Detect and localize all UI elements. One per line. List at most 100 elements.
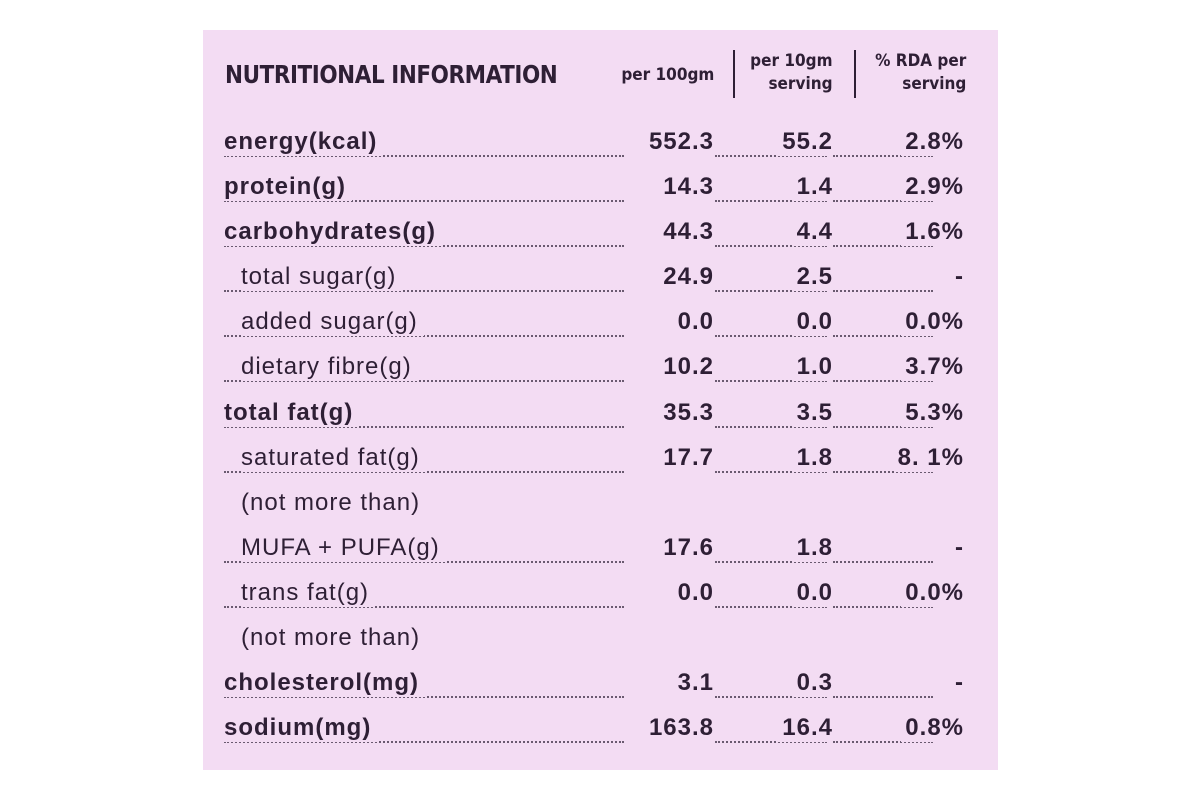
- column-header-rda-line1: % RDA per: [874, 51, 966, 71]
- column-header-rda-line2: serving: [901, 74, 966, 94]
- row-label: total sugar(g): [241, 263, 403, 292]
- value-per-serving: 0.0: [792, 308, 833, 337]
- table-row-note: (not more than): [203, 618, 998, 663]
- column-header-per-serving-line1: per 10gm: [750, 51, 833, 71]
- dot-leader: [715, 721, 827, 744]
- row-label: sodium(mg): [224, 714, 378, 743]
- dot-leader: [224, 360, 624, 383]
- value-per-100gm: 0.0: [673, 578, 714, 607]
- value-rda: -: [951, 533, 964, 562]
- table-row: added sugar(g) 0.0 0.0 0.0%: [203, 302, 998, 347]
- dot-leader: [224, 180, 624, 203]
- row-label: dietary fibre(g): [241, 353, 418, 382]
- row-label: trans fat(g): [241, 578, 376, 607]
- value-rda: -: [951, 669, 964, 698]
- column-header-per-100gm: per 100gm: [621, 64, 714, 87]
- dot-leader: [715, 180, 827, 203]
- row-label: protein(g): [224, 173, 352, 202]
- value-rda: 0.0%: [901, 308, 964, 337]
- column-header-per-serving-line2: serving: [768, 74, 833, 94]
- table-row: saturated fat(g) 17.7 1.8 8. 1%: [203, 438, 998, 483]
- row-note: (not more than): [241, 488, 427, 517]
- value-rda: 3.7%: [901, 353, 964, 382]
- value-per-100gm: 14.3: [659, 173, 714, 202]
- value-per-serving: 16.4: [778, 714, 833, 743]
- column-divider: [854, 50, 856, 98]
- table-row-note: (not more than): [203, 483, 998, 528]
- dot-leader: [715, 360, 827, 383]
- value-rda: 2.8%: [901, 128, 964, 156]
- dot-leader: [224, 721, 624, 744]
- table-row: total fat(g) 35.3 3.5 5.3%: [203, 393, 998, 438]
- column-header-per-serving: per 10gm serving: [751, 50, 833, 96]
- value-per-100gm: 17.7: [659, 443, 714, 472]
- dot-leader: [715, 541, 827, 563]
- dot-leader: [224, 676, 624, 699]
- column-header-per-100gm-text: per 100gm: [620, 65, 714, 85]
- dot-leader: [715, 270, 827, 293]
- dot-leader: [833, 180, 933, 203]
- value-rda: -: [951, 263, 964, 292]
- row-label: cholesterol(mg): [224, 669, 426, 698]
- value-per-serving: 0.3: [792, 669, 833, 698]
- value-per-100gm: 0.0: [673, 308, 714, 337]
- dot-leader: [833, 406, 933, 428]
- dot-leader: [224, 586, 624, 608]
- dot-leader: [833, 541, 933, 563]
- dot-leader: [833, 270, 933, 293]
- dot-leader: [715, 676, 827, 699]
- value-per-100gm: 35.3: [659, 398, 714, 427]
- table-row: carbohydrates(g) 44.3 4.4 1.6%: [203, 212, 998, 257]
- row-label: carbohydrates(g): [224, 218, 443, 247]
- table-row: dietary fibre(g) 10.2 1.0 3.7%: [203, 347, 998, 392]
- dot-leader: [833, 721, 933, 744]
- dot-leader: [715, 451, 827, 473]
- row-label: total fat(g): [224, 398, 360, 427]
- dot-leader: [715, 315, 827, 338]
- dot-leader: [715, 586, 827, 608]
- dot-leader: [833, 451, 933, 473]
- column-divider: [733, 50, 735, 98]
- dot-leader: [224, 270, 624, 293]
- table-row: energy(kcal) 552.3 55.2 2.8%: [203, 122, 998, 167]
- value-per-100gm: 552.3: [644, 128, 714, 156]
- table-row: cholesterol(mg) 3.1 0.3 -: [203, 663, 998, 708]
- row-note: (not more than): [241, 624, 427, 653]
- dot-leader: [224, 135, 624, 157]
- value-per-serving: 4.4: [792, 218, 833, 247]
- column-header-rda: % RDA per serving: [875, 50, 966, 96]
- value-per-serving: 55.2: [778, 128, 833, 156]
- table-row: total sugar(g) 24.9 2.5 -: [203, 257, 998, 302]
- value-per-serving: 0.0: [792, 578, 833, 607]
- dot-leader: [224, 225, 624, 248]
- value-per-serving: 1.8: [792, 533, 833, 562]
- value-per-100gm: 44.3: [659, 218, 714, 247]
- row-label: saturated fat(g): [241, 443, 426, 472]
- value-per-100gm: 3.1: [673, 669, 714, 698]
- nutrition-panel: NUTRITIONAL INFORMATION per 100gm per 10…: [203, 30, 998, 770]
- value-rda: 8. 1%: [893, 443, 964, 472]
- value-per-serving: 2.5: [792, 263, 833, 292]
- value-rda: 2.9%: [901, 173, 964, 202]
- value-rda: 0.0%: [901, 578, 964, 607]
- value-per-serving: 1.8: [792, 443, 833, 472]
- value-per-100gm: 163.8: [644, 714, 714, 743]
- dot-leader: [224, 451, 624, 473]
- dot-leader: [833, 225, 933, 248]
- value-per-100gm: 10.2: [659, 353, 714, 382]
- dot-leader: [833, 586, 933, 608]
- dot-leader: [833, 315, 933, 338]
- value-rda: 1.6%: [901, 218, 964, 247]
- dot-leader: [833, 135, 933, 157]
- table-row: trans fat(g) 0.0 0.0 0.0%: [203, 573, 998, 618]
- value-per-serving: 3.5: [792, 398, 833, 427]
- value-rda: 5.3%: [901, 398, 964, 427]
- dot-leader: [224, 406, 624, 428]
- dot-leader: [715, 406, 827, 428]
- dot-leader: [224, 315, 624, 338]
- panel-title: NUTRITIONAL INFORMATION: [225, 60, 558, 89]
- dot-leader: [715, 225, 827, 248]
- table-row: protein(g) 14.3 1.4 2.9%: [203, 167, 998, 212]
- dot-leader: [833, 360, 933, 383]
- value-per-serving: 1.4: [792, 173, 833, 202]
